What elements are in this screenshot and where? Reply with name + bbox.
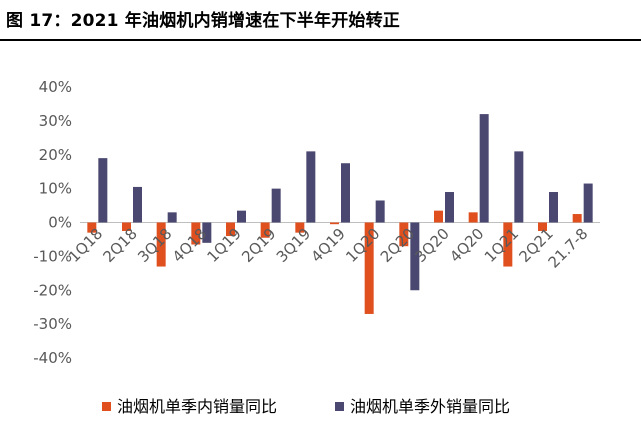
legend-swatch-export bbox=[335, 402, 344, 411]
title-rule bbox=[0, 39, 641, 41]
export-bar-4Q20 bbox=[479, 114, 489, 223]
domestic-bar-3Q19 bbox=[295, 222, 305, 233]
domestic-bar-1Q21 bbox=[503, 222, 513, 267]
domestic-bar-1Q20 bbox=[364, 222, 374, 314]
x-tick-label: 4Q19 bbox=[308, 225, 349, 266]
domestic-bar-2Q21 bbox=[538, 222, 547, 231]
legend-swatch-domestic bbox=[102, 402, 111, 411]
export-bar-3Q18 bbox=[167, 212, 177, 223]
domestic-bar-4Q18 bbox=[191, 222, 201, 245]
export-bar-4Q19 bbox=[341, 163, 350, 223]
domestic-bar-1Q19 bbox=[226, 222, 235, 237]
domestic-bar-3Q20 bbox=[434, 210, 443, 223]
y-tick-label: 30% bbox=[39, 112, 72, 130]
y-tick-label: 20% bbox=[39, 146, 72, 164]
export-bar-2Q20 bbox=[410, 222, 420, 291]
y-tick-label: 0% bbox=[48, 214, 72, 232]
y-tick-label: -10% bbox=[33, 247, 72, 265]
export-bar-1Q20 bbox=[375, 200, 385, 223]
export-bar-2Q19 bbox=[271, 188, 281, 223]
export-bar-21-7-8 bbox=[583, 183, 593, 223]
y-tick-label: -40% bbox=[33, 349, 72, 367]
domestic-bar-4Q20 bbox=[468, 212, 478, 223]
legend-item-domestic: 油烟机单季内销量同比 bbox=[102, 393, 277, 417]
domestic-bar-3Q18 bbox=[156, 222, 166, 267]
export-bar-1Q19 bbox=[237, 210, 246, 223]
domestic-bar-2Q19 bbox=[260, 222, 270, 238]
legend-item-export: 油烟机单季外销量同比 bbox=[335, 393, 510, 417]
export-bar-1Q21 bbox=[514, 151, 524, 223]
y-tick-label: 40% bbox=[39, 78, 72, 96]
export-bar-4Q18 bbox=[202, 222, 212, 243]
domestic-bar-1Q18 bbox=[87, 222, 97, 233]
y-tick-label: 10% bbox=[39, 180, 72, 198]
domestic-bar-2Q20 bbox=[399, 222, 409, 247]
x-tick-label: 1Q21 bbox=[481, 225, 522, 266]
export-bar-3Q19 bbox=[306, 151, 316, 223]
legend-label-domestic: 油烟机单季内销量同比 bbox=[117, 397, 278, 416]
y-tick-label: -30% bbox=[33, 315, 72, 333]
domestic-bar-21-7-8 bbox=[572, 214, 582, 223]
export-bar-2Q18 bbox=[133, 186, 142, 223]
x-tick-label: 21.7-8 bbox=[545, 225, 592, 272]
domestic-bar-2Q18 bbox=[122, 222, 131, 231]
x-tick-label: 4Q20 bbox=[446, 225, 487, 266]
x-tick-label: 3Q19 bbox=[273, 225, 314, 266]
x-tick-label: 2Q19 bbox=[238, 225, 279, 266]
x-tick-label: 3Q18 bbox=[134, 225, 175, 266]
x-tick-label: 2Q18 bbox=[100, 225, 141, 266]
domestic-bar-4Q19 bbox=[330, 222, 339, 225]
export-bar-2Q21 bbox=[549, 192, 558, 223]
legend-label-export: 油烟机单季外销量同比 bbox=[350, 397, 511, 416]
figure-title: 图 17：2021 年油烟机内销增速在下半年开始转正 bbox=[6, 11, 401, 31]
export-bar-1Q18 bbox=[98, 158, 108, 223]
export-bar-3Q20 bbox=[445, 192, 454, 223]
x-tick-label: 1Q20 bbox=[342, 225, 383, 266]
y-tick-label: -20% bbox=[33, 281, 72, 299]
